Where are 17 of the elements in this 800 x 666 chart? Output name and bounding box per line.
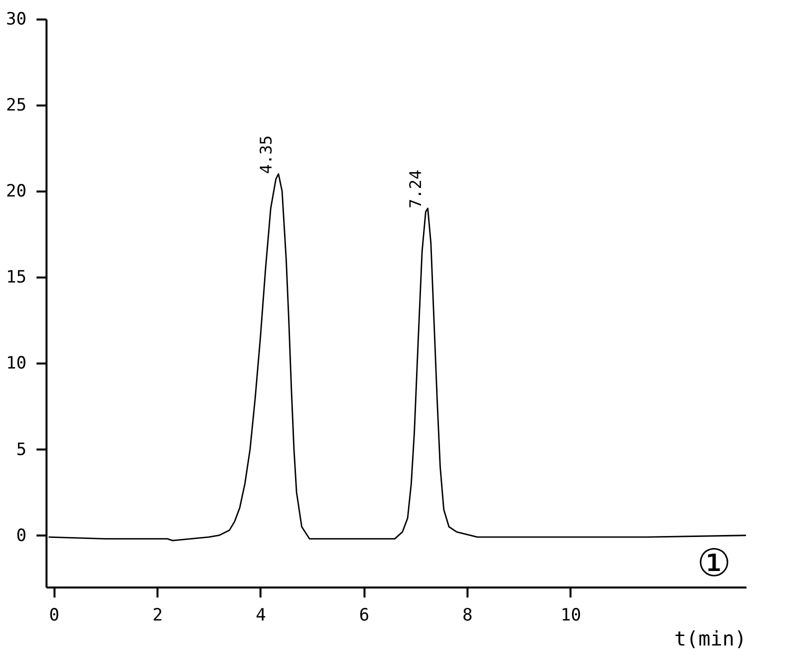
y-tick-label: 0 [16, 526, 26, 546]
x-tick-label: 4 [256, 606, 266, 626]
x-tick-label: 0 [49, 606, 60, 626]
y-tick-label: 25 [6, 96, 26, 116]
x-tick-label: 2 [152, 606, 163, 626]
y-tick-label: 15 [6, 268, 26, 288]
x-tick-label: 6 [359, 606, 370, 626]
x-axis-title: t(min) [674, 626, 746, 650]
y-tick-label: 30 [6, 10, 26, 30]
annotation: ① [697, 541, 731, 585]
y-tick-label: 5 [16, 440, 26, 460]
x-tick-label: 10 [560, 606, 582, 626]
y-tick-label: 10 [6, 354, 26, 374]
y-tick-label: 20 [6, 182, 26, 202]
annotation: 4.35 [256, 135, 276, 174]
annotation: 7.24 [406, 170, 425, 208]
x-tick-label: 8 [462, 606, 473, 626]
